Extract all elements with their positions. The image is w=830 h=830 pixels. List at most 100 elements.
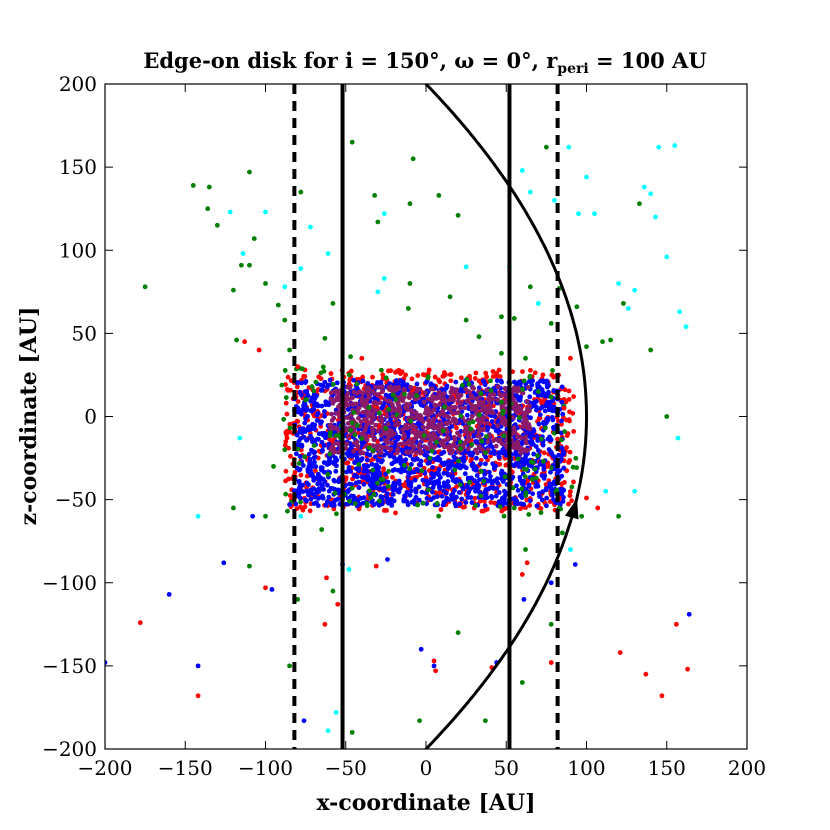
disk-point <box>525 447 531 453</box>
data-point-cyan <box>648 191 654 197</box>
disk-point <box>354 455 360 461</box>
disk-point <box>407 466 413 471</box>
disk-point <box>393 416 399 422</box>
disk-point <box>491 396 496 402</box>
disk-point <box>279 382 285 388</box>
disk-point <box>410 456 416 462</box>
disk-point <box>567 493 573 499</box>
disk-point <box>473 455 479 461</box>
disk-point <box>499 508 505 514</box>
disk-point <box>469 413 475 419</box>
disk-point <box>441 480 447 486</box>
disk-point <box>448 443 453 449</box>
disk-point <box>443 385 449 391</box>
disk-point <box>562 480 567 485</box>
data-point-green <box>234 337 240 343</box>
disk-point <box>570 464 576 470</box>
disk-point <box>430 489 435 495</box>
disk-point <box>373 422 379 428</box>
data-point-green <box>511 316 517 321</box>
disk-point <box>483 450 488 456</box>
disk-point <box>296 438 302 444</box>
disk-point <box>352 501 358 507</box>
disk-point <box>379 419 385 425</box>
disk-point <box>380 477 386 482</box>
disk-point <box>345 420 351 426</box>
disk-point <box>375 457 381 463</box>
orbit-curve <box>423 84 588 749</box>
data-point-red <box>584 495 589 501</box>
data-point-green <box>523 355 528 361</box>
disk-point <box>329 502 335 508</box>
disk-point <box>370 429 376 435</box>
disk-point <box>573 455 579 461</box>
disk-point <box>356 462 362 467</box>
disk-point <box>318 376 324 382</box>
disk-point <box>388 446 394 452</box>
data-point-green <box>287 347 292 353</box>
x-tick-label: −150 <box>158 756 213 780</box>
disk-point <box>521 466 527 472</box>
disk-point <box>473 406 479 412</box>
data-point-cyan <box>672 143 678 148</box>
disk-point <box>328 411 334 417</box>
data-point-green <box>548 621 554 627</box>
data-point-green <box>239 262 244 268</box>
disk-point <box>436 412 442 417</box>
disk-point <box>498 393 504 399</box>
disk-point <box>402 404 408 410</box>
disk-point <box>559 399 565 405</box>
disk-point <box>446 459 452 465</box>
disk-point <box>542 425 548 431</box>
data-point-red <box>322 621 328 627</box>
data-point-green <box>410 156 416 162</box>
data-point-cyan <box>677 309 682 315</box>
disk-point <box>453 379 459 385</box>
disk-point <box>458 405 464 411</box>
disk-point <box>432 402 438 408</box>
disk-point <box>497 461 503 467</box>
disk-point <box>521 501 527 507</box>
disk-point <box>315 410 321 416</box>
disk-point <box>463 418 468 424</box>
disk-point <box>393 422 398 428</box>
y-tick-label: 0 <box>84 405 97 429</box>
disk-point <box>476 402 482 408</box>
disk-point <box>523 493 529 498</box>
disk-point <box>564 445 569 450</box>
disk-point <box>442 404 447 410</box>
disk-point <box>468 475 474 481</box>
disk-point <box>534 481 540 487</box>
data-point-green <box>664 414 670 419</box>
disk-point <box>422 390 428 396</box>
disk-point <box>393 487 399 493</box>
disk-point <box>519 486 525 492</box>
data-point-green <box>527 284 533 290</box>
disk-point <box>376 502 382 508</box>
disk-point <box>344 451 350 457</box>
disk-point <box>446 464 452 470</box>
disk-point <box>469 442 475 447</box>
disk-point <box>382 396 387 402</box>
disk-point <box>441 391 447 397</box>
disk-point <box>397 454 403 460</box>
data-point-green <box>214 222 220 228</box>
disk-point <box>377 498 382 504</box>
disk-point <box>309 464 315 469</box>
data-point-green <box>579 513 585 519</box>
disk-point <box>287 493 293 498</box>
disk-point <box>416 421 422 427</box>
disk-point <box>408 488 414 494</box>
disk-point <box>390 392 396 398</box>
disk-point <box>312 468 318 474</box>
disk-point <box>490 369 496 374</box>
disk-point <box>559 384 565 390</box>
disk-point <box>405 470 411 475</box>
disk-point <box>540 442 546 448</box>
disk-point <box>449 474 455 480</box>
disk-point <box>541 464 547 470</box>
data-point-cyan <box>325 251 331 256</box>
disk-point <box>414 393 420 399</box>
disk-point <box>369 425 375 431</box>
disk-point <box>380 445 385 450</box>
